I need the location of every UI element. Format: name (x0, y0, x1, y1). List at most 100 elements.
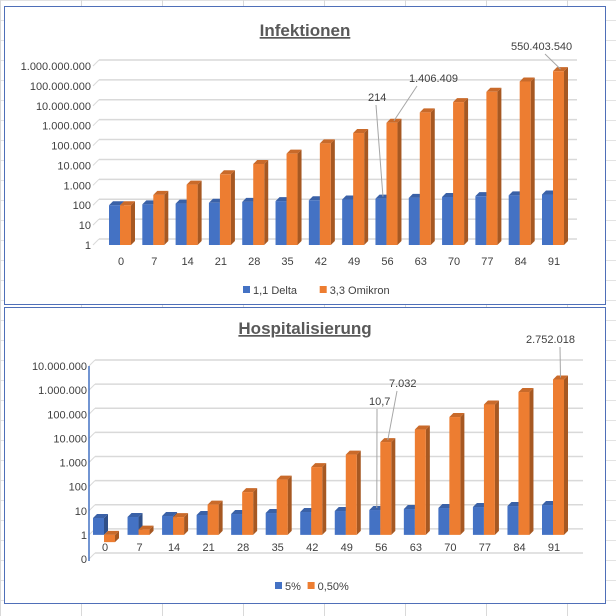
bar-0-50--77 (483, 404, 495, 535)
gridline-depth (92, 159, 100, 166)
bar-top (153, 190, 169, 195)
gridline-depth (88, 383, 96, 391)
bar-5--49 (334, 511, 346, 535)
gridline-depth (88, 504, 96, 512)
bar-0-50--35 (276, 479, 288, 535)
chart-hospitalisierung[interactable]: Hospitalisierung 0 1 10 100 1.000 10.000 100.00… (4, 307, 606, 604)
x-tick-label: 63 (410, 542, 422, 554)
x-tick-label: 63 (415, 256, 427, 268)
x-tick-label: 70 (444, 542, 456, 554)
bar-side (564, 375, 568, 535)
bar-side (494, 400, 499, 535)
x-tick-label: 7 (136, 542, 142, 554)
bar-3-3-Omikron-14 (186, 184, 198, 245)
x-tick-label: 49 (348, 256, 360, 268)
bar-side (197, 180, 202, 245)
x-tick-label: 91 (548, 542, 560, 554)
bar-side (218, 500, 223, 535)
bar-1-1-Delta-28 (242, 201, 254, 245)
bar-3-3-Omikron-49 (353, 133, 365, 245)
bar-top (186, 180, 202, 185)
chart-infektionen[interactable]: Infektionen 1 10 100 1.000 10.000 100.000 1.000… (4, 6, 606, 305)
bar-1-1-Delta-49 (342, 199, 354, 245)
y-tick-label: 1.000 (63, 180, 91, 192)
bar-1-1-Delta-35 (275, 201, 287, 245)
bar-0-50--63 (414, 429, 426, 535)
bar-side (104, 514, 108, 535)
y-tick-label: 10 (75, 506, 87, 518)
bar-top (519, 77, 535, 82)
x-tick-label: 14 (181, 256, 193, 268)
x-tick-label: 56 (375, 542, 387, 554)
x-tick-label: 77 (479, 542, 491, 554)
bar-0-50--70 (449, 417, 461, 535)
bar-side (464, 98, 469, 246)
y-tick-label: 100.000.000 (30, 81, 91, 93)
x-tick-label: 49 (341, 542, 353, 554)
gridline-depth (92, 238, 100, 246)
bar-top (253, 159, 269, 164)
bar-5--7 (127, 517, 139, 535)
annotation-leader (544, 53, 561, 70)
data-label: 214 (368, 92, 386, 104)
gridline-depth (92, 59, 100, 67)
bar-top (486, 87, 502, 92)
bar-3-3-Omikron-77 (486, 91, 498, 245)
chart-title: Infektionen (260, 21, 351, 40)
bar-top (319, 139, 335, 144)
annotation-leader (559, 346, 561, 378)
bar-side (164, 190, 169, 245)
x-tick-label: 28 (237, 542, 249, 554)
gridline-depth (92, 79, 100, 87)
bar-3-3-Omikron-63 (419, 112, 431, 245)
y-tick-label: 0 (81, 554, 87, 566)
bar-top (419, 108, 435, 113)
bar-top (138, 525, 154, 530)
y-tick-label: 10.000.000 (36, 101, 91, 113)
bar-side (230, 170, 235, 245)
bar-side (287, 475, 292, 535)
x-tick-label: 84 (515, 256, 527, 268)
bar-side (430, 108, 435, 245)
bar-0-50--84 (518, 392, 530, 535)
bar-side (356, 450, 361, 535)
bar-1-1-Delta-77 (475, 196, 487, 245)
bar-top (242, 488, 258, 493)
bar-0-50--7 (138, 529, 150, 535)
bar-side (391, 438, 396, 535)
bar-5--0 (93, 518, 104, 535)
y-tick-label: 100.000 (51, 141, 91, 153)
legend-swatch (243, 286, 250, 293)
bar-top (353, 129, 369, 134)
bar-side (364, 129, 369, 245)
gridline-depth (92, 139, 100, 146)
bar-5--77 (472, 507, 484, 535)
x-tick-label: 0 (102, 542, 108, 554)
bar-side (184, 513, 189, 535)
gridline-depth (88, 552, 96, 560)
bar-0-50--14 (173, 517, 185, 535)
gridline-depth (92, 218, 100, 226)
bar-1-1-Delta-84 (508, 195, 520, 245)
bar-top (518, 388, 534, 393)
bar-3-3-Omikron-56 (386, 122, 398, 245)
x-tick-label: 7 (151, 256, 157, 268)
y-tick-label: 1.000.000 (42, 121, 91, 133)
bar-top (311, 463, 327, 468)
bar-1-1-Delta-91 (542, 194, 553, 245)
legend-label: 3,3 Omikron (330, 285, 390, 297)
bar-5--70 (438, 508, 450, 535)
bar-1-1-Delta-21 (208, 202, 220, 245)
annotation-leader (375, 104, 384, 197)
data-label: 2.752.018 (526, 334, 575, 346)
bar-top (207, 500, 223, 505)
y-tick-label: 10 (79, 220, 91, 232)
bar-1-1-Delta-14 (175, 203, 187, 245)
x-tick-label: 56 (381, 256, 393, 268)
bar-top (414, 425, 430, 430)
legend-swatch (319, 286, 327, 293)
y-tick-label: 1 (85, 240, 91, 252)
legend-label: 5% (285, 581, 301, 593)
bar-0-50--49 (345, 454, 357, 535)
x-tick-label: 14 (168, 542, 180, 554)
